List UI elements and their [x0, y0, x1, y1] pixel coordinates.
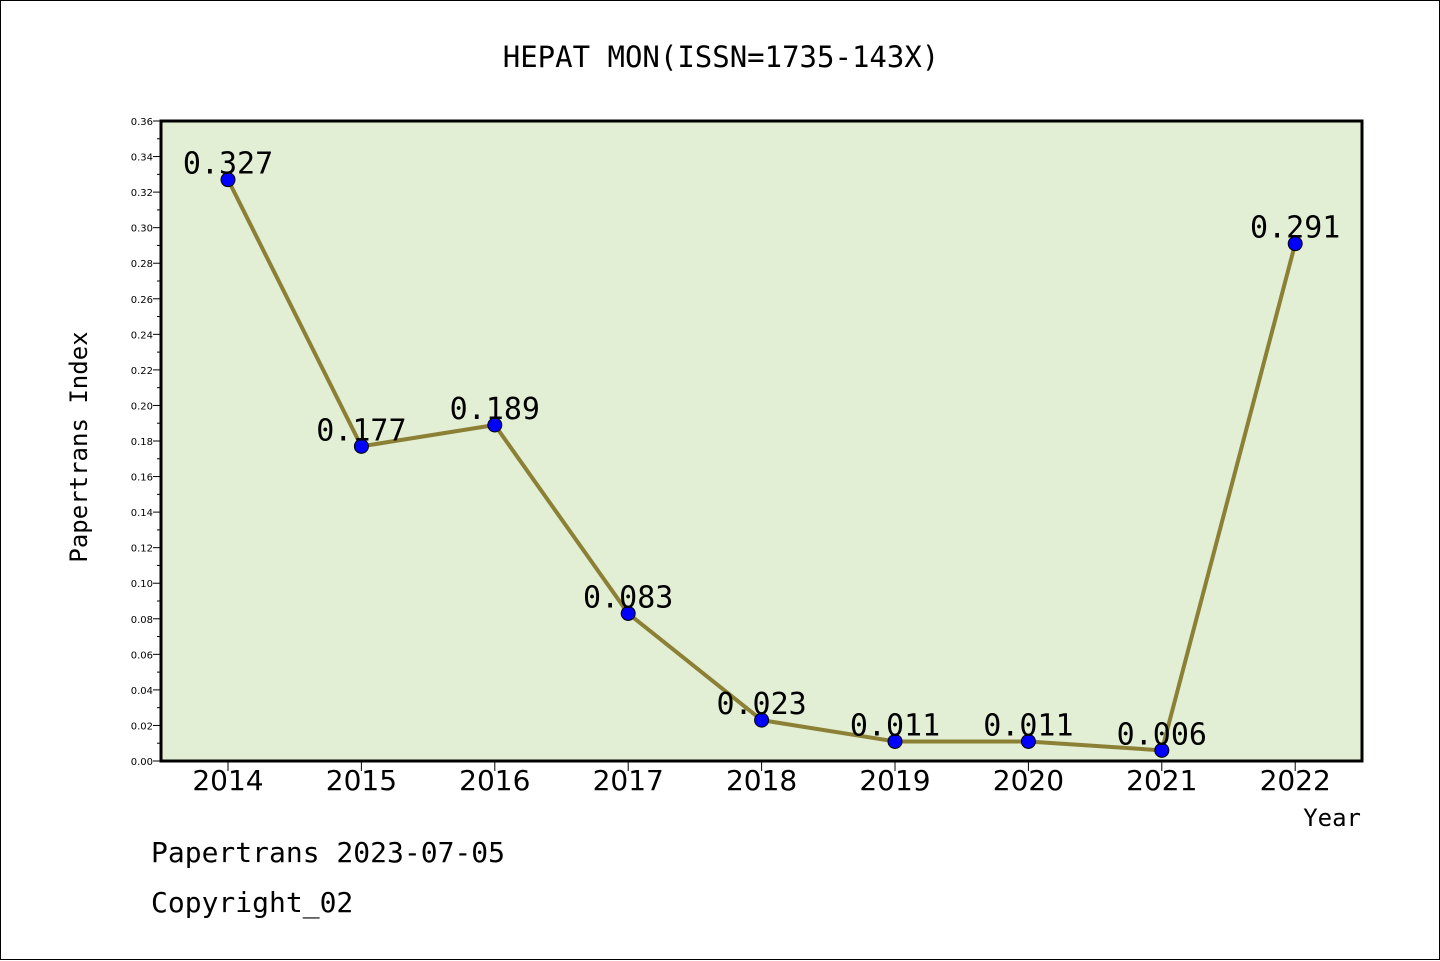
chart-title: HEPAT MON(ISSN=1735-143X) [503, 40, 940, 74]
y-tick-label: 0.22 [131, 366, 153, 377]
data-label: 0.083 [583, 580, 673, 615]
x-tick-label: 2021 [1126, 764, 1197, 797]
x-tick-label: 2018 [726, 764, 797, 797]
x-tick-label: 2020 [993, 764, 1064, 797]
y-axis: 0.00 0.02 0.04 0.06 0.08 0.10 0.12 0.14 0.16 0.18… [131, 117, 161, 768]
y-tick-label: 0.00 [131, 757, 153, 768]
y-axis-label: Papertrans Index [65, 331, 93, 562]
y-tick-label: 0.24 [131, 330, 153, 341]
data-label: 0.023 [716, 687, 806, 722]
data-point [620, 605, 636, 621]
y-tick-label: 0.36 [131, 117, 153, 128]
footer-copyright: Copyright_02 [151, 886, 354, 919]
data-label: 0.189 [450, 392, 540, 427]
data-label: 0.327 [183, 147, 273, 182]
data-label: 0.011 [983, 708, 1073, 743]
y-tick-label: 0.18 [131, 437, 153, 448]
y-tick-label: 0.28 [131, 259, 153, 270]
x-tick-label: 2015 [326, 764, 397, 797]
x-tick-label: 2019 [859, 764, 930, 797]
y-tick-label: 0.20 [131, 401, 153, 412]
x-axis: 2014 2015 2016 2017 2018 2019 2020 2021 2022 [192, 761, 1331, 797]
data-label: 0.177 [316, 413, 406, 448]
series-layer: 0.327 0.177 0.189 0.083 0.023 0.011 0.011 0.006… [183, 147, 1340, 758]
x-tick-label: 2022 [1260, 764, 1331, 797]
y-tick-label: 0.10 [131, 579, 153, 590]
x-tick-label: 2017 [593, 764, 664, 797]
data-label: 0.011 [850, 708, 940, 743]
data-point [353, 438, 369, 454]
y-tick-label: 0.14 [131, 508, 153, 519]
data-point [1287, 236, 1303, 252]
x-tick-label: 2014 [192, 764, 263, 797]
y-tick-label: 0.12 [131, 544, 153, 555]
data-label: 0.291 [1250, 211, 1340, 246]
y-tick-label: 0.34 [131, 153, 153, 164]
data-point [1020, 733, 1036, 749]
data-point [487, 417, 503, 433]
data-point [220, 172, 236, 188]
footer-date: Papertrans 2023-07-05 [151, 836, 506, 869]
y-tick-label: 0.02 [131, 721, 153, 732]
y-tick-label: 0.08 [131, 615, 153, 626]
y-tick-label: 0.32 [131, 188, 153, 199]
y-tick-label: 0.16 [131, 473, 153, 484]
y-tick-label: 0.06 [131, 650, 153, 661]
data-point [1154, 742, 1170, 758]
y-tick-label: 0.04 [131, 686, 153, 697]
x-axis-label: Year [1303, 804, 1361, 832]
x-tick-label: 2016 [459, 764, 530, 797]
data-point [887, 733, 903, 749]
y-tick-label: 0.26 [131, 295, 153, 306]
data-label: 0.006 [1117, 717, 1207, 752]
data-point [754, 712, 770, 728]
y-tick-label: 0.30 [131, 224, 153, 235]
